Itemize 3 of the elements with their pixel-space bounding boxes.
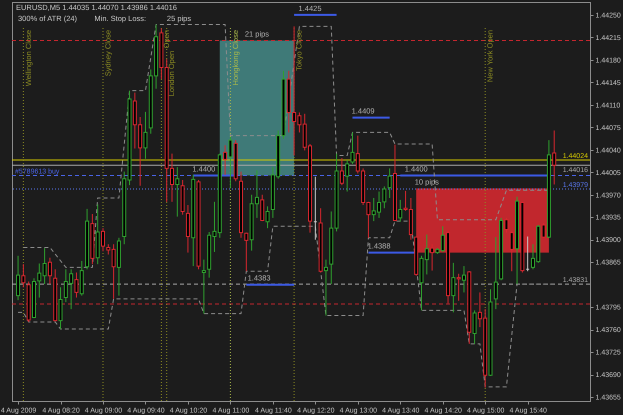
candlestick <box>202 259 206 314</box>
candlestick <box>494 236 498 310</box>
line-series <box>18 220 555 388</box>
